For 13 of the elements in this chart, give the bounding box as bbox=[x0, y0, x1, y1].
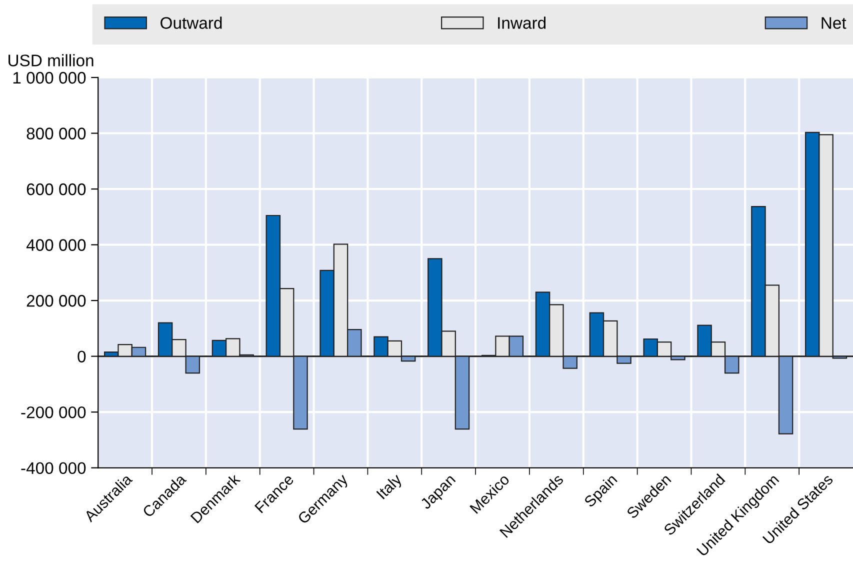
y-tick-label: 600 000 bbox=[26, 183, 86, 196]
y-axis-title: USD million bbox=[8, 54, 94, 66]
x-tick-label: Italy bbox=[376, 472, 405, 502]
y-tick-label: 1 000 000 bbox=[13, 72, 86, 84]
y-tick-label: 400 000 bbox=[26, 239, 86, 251]
legend-label: Outward bbox=[160, 16, 222, 29]
y-tick-label: 800 000 bbox=[26, 128, 86, 140]
y-tick-label: -400 000 bbox=[21, 462, 86, 474]
y-tick-label: -200 000 bbox=[21, 406, 86, 418]
y-tick-label: 200 000 bbox=[26, 294, 86, 307]
y-tick-label: 0 bbox=[78, 350, 86, 362]
legend-label: Inward bbox=[498, 16, 546, 29]
legend-label: Net bbox=[822, 17, 846, 29]
